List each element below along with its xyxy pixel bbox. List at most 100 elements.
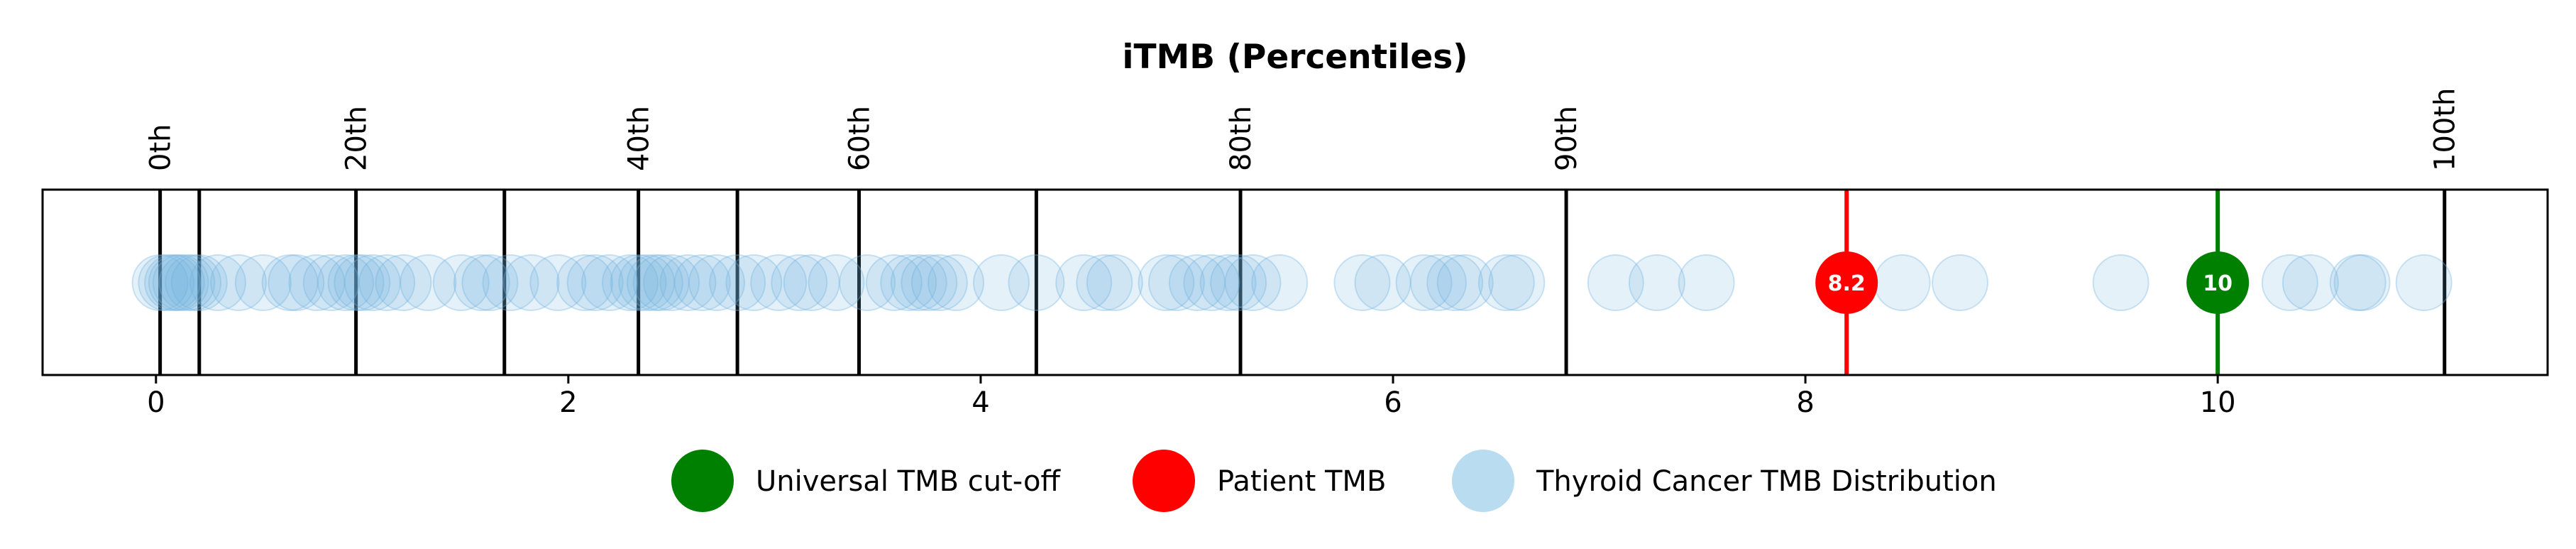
percentile-labels-layer: 0th 20th 40th 60th 80th 90th 100th bbox=[145, 88, 2462, 171]
distribution-point bbox=[1224, 254, 1282, 311]
distribution-point bbox=[632, 254, 690, 311]
distribution-point bbox=[1931, 254, 1988, 311]
distribution-point bbox=[1873, 254, 1931, 311]
percentile-label: 90th bbox=[1551, 106, 1583, 171]
distribution-point bbox=[131, 254, 189, 311]
distribution-point bbox=[1426, 254, 1484, 311]
marker-value-label: 10 bbox=[2203, 271, 2233, 296]
legend-label: Universal TMB cut-off bbox=[756, 465, 1061, 498]
distribution-point bbox=[158, 254, 216, 311]
distribution-point bbox=[771, 254, 828, 311]
distribution-point bbox=[482, 254, 539, 311]
distribution-point bbox=[750, 254, 808, 311]
distribution-point bbox=[688, 254, 746, 311]
distribution-point bbox=[673, 254, 731, 311]
distribution-point bbox=[2329, 254, 2387, 311]
distribution-point bbox=[358, 254, 416, 311]
distribution-point bbox=[1333, 254, 1391, 311]
distribution-point bbox=[138, 254, 195, 311]
distribution-point bbox=[432, 254, 490, 311]
distribution-point bbox=[910, 254, 968, 311]
distribution-point bbox=[170, 254, 228, 311]
distribution-point bbox=[1409, 254, 1467, 311]
percentile-label: 40th bbox=[623, 106, 656, 171]
distribution-point bbox=[1477, 254, 1535, 311]
distribution-point bbox=[317, 254, 375, 311]
percentile-label: 100th bbox=[2429, 88, 2462, 171]
distribution-point bbox=[210, 254, 268, 311]
chart-title: iTMB (Percentiles) bbox=[1122, 38, 1468, 77]
distribution-point bbox=[1678, 254, 1735, 311]
distribution-point bbox=[461, 254, 519, 311]
x-tick-label: 2 bbox=[559, 386, 577, 419]
distribution-point bbox=[144, 254, 202, 311]
distribution-point bbox=[1076, 254, 1133, 311]
x-axis: 0 2 4 6 8 10 bbox=[147, 375, 2236, 419]
distribution-point bbox=[602, 254, 659, 311]
distribution-point bbox=[400, 254, 457, 311]
distribution-point bbox=[556, 254, 614, 311]
distribution-point bbox=[189, 254, 246, 311]
distribution-point bbox=[165, 254, 222, 311]
percentile-label: 0th bbox=[145, 124, 177, 171]
distribution-point bbox=[643, 254, 700, 311]
marker-point bbox=[2186, 251, 2250, 314]
legend-swatch bbox=[671, 450, 734, 512]
x-tick-label: 6 bbox=[1384, 386, 1402, 419]
distribution-point bbox=[618, 254, 676, 311]
legend: Universal TMB cut-off Patient TMB Thyroid … bbox=[671, 450, 1997, 512]
distribution-point bbox=[1086, 254, 1143, 311]
distribution-point bbox=[783, 254, 840, 311]
distribution-point bbox=[529, 254, 587, 311]
distribution-point bbox=[1138, 254, 1195, 311]
marker-lines-layer: 8.2 10 bbox=[1815, 190, 2250, 375]
percentile-label: 80th bbox=[1225, 106, 1257, 171]
distribution-point bbox=[580, 254, 638, 311]
distribution-point bbox=[2281, 254, 2339, 311]
marker-value-label: 8.2 bbox=[1828, 271, 1866, 296]
plot-area-frame bbox=[41, 188, 2549, 376]
legend-swatch bbox=[1452, 450, 1514, 512]
legend-label: Thyroid Cancer TMB Distribution bbox=[1536, 465, 1997, 498]
distribution-point bbox=[2395, 254, 2453, 311]
distribution-point bbox=[1199, 254, 1257, 311]
distribution-point bbox=[901, 254, 958, 311]
percentile-lines-layer bbox=[158, 190, 2447, 375]
distribution-point bbox=[2092, 254, 2150, 311]
distribution-point bbox=[1436, 254, 1494, 311]
distribution-point bbox=[1488, 254, 1546, 311]
distribution-point bbox=[865, 254, 923, 311]
distribution-point bbox=[268, 254, 325, 311]
distribution-point bbox=[808, 254, 865, 311]
distribution-point bbox=[725, 254, 783, 311]
percentile-label: 20th bbox=[341, 106, 373, 171]
distribution-point bbox=[1147, 254, 1205, 311]
distribution-point bbox=[1395, 254, 1453, 311]
percentile-label: 60th bbox=[844, 106, 876, 171]
distribution-point bbox=[928, 254, 985, 311]
distribution-point bbox=[659, 254, 717, 311]
distribution-point bbox=[626, 254, 683, 311]
distribution-point bbox=[152, 254, 209, 311]
distribution-point bbox=[1168, 254, 1226, 311]
x-tick-label: 8 bbox=[1796, 386, 1814, 419]
distribution-point bbox=[1055, 254, 1113, 311]
distribution-point bbox=[709, 254, 766, 311]
distribution-point bbox=[972, 254, 1030, 311]
distribution-point bbox=[1587, 254, 1644, 311]
distribution-point bbox=[839, 254, 896, 311]
distribution-point bbox=[1183, 254, 1240, 311]
distribution-point bbox=[343, 254, 401, 311]
distribution-point bbox=[327, 254, 385, 311]
distribution-point bbox=[453, 254, 510, 311]
distribution-point bbox=[890, 254, 947, 311]
distribution-point bbox=[880, 254, 937, 311]
distribution-point bbox=[375, 254, 432, 311]
distribution-point bbox=[2261, 254, 2318, 311]
distribution-point bbox=[610, 254, 667, 311]
distribution-point bbox=[334, 254, 391, 311]
distribution-point bbox=[1354, 254, 1411, 311]
distribution-point bbox=[2333, 254, 2391, 311]
distribution-point bbox=[1210, 254, 1267, 311]
